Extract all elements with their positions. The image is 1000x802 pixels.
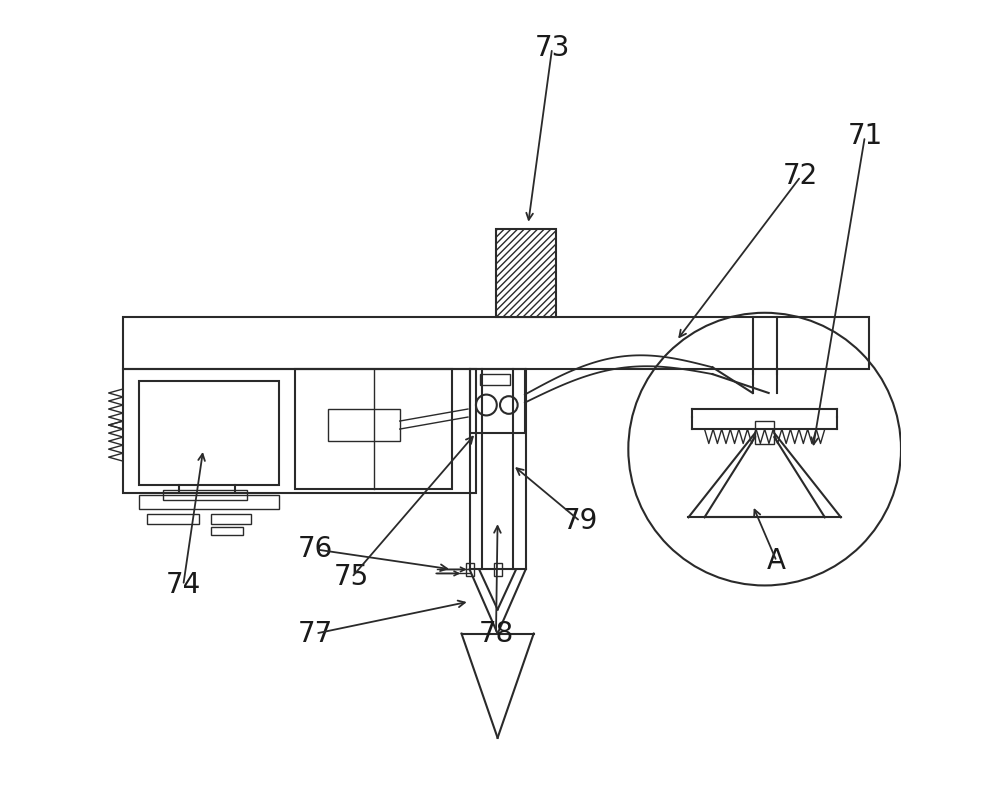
Bar: [163, 490, 247, 500]
Bar: [295, 369, 452, 489]
Text: 74: 74: [166, 572, 201, 599]
Bar: [480, 374, 510, 385]
Bar: [147, 514, 199, 524]
Bar: [123, 317, 869, 369]
Bar: [466, 563, 474, 576]
Bar: [328, 409, 400, 441]
Text: 77: 77: [298, 620, 333, 647]
Bar: [470, 369, 525, 433]
Text: 73: 73: [534, 34, 570, 62]
Text: 75: 75: [334, 564, 369, 591]
Text: 79: 79: [563, 508, 598, 535]
Bar: [496, 229, 556, 317]
Bar: [755, 421, 774, 444]
Bar: [123, 369, 476, 493]
Text: A: A: [767, 548, 786, 575]
Bar: [494, 563, 502, 576]
Bar: [139, 381, 279, 485]
Bar: [211, 514, 251, 524]
Text: 72: 72: [783, 163, 818, 190]
Bar: [139, 495, 279, 509]
Text: 78: 78: [478, 620, 514, 647]
Bar: [211, 527, 243, 535]
Text: 76: 76: [298, 536, 333, 563]
Text: 71: 71: [847, 123, 883, 150]
